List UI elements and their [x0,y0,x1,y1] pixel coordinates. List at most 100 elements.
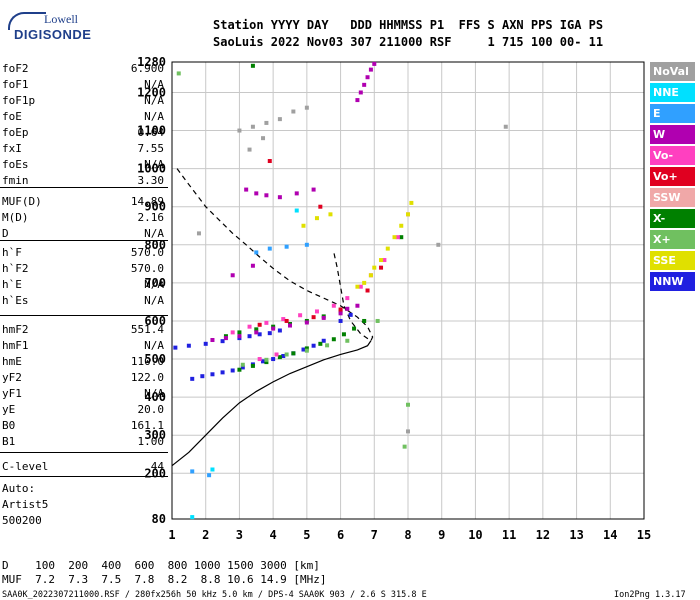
echo-point [325,343,330,348]
param-row: hmF2 551.4 [0,323,166,339]
echo-point [240,365,245,370]
echo-point [250,263,255,268]
echo-point [254,327,259,332]
param-name: h`E [2,278,22,291]
x-tick-label: 1 [168,528,175,542]
echo-point [314,216,319,221]
param-name: foEs [2,158,29,171]
legend-item: NNE [650,83,695,102]
echo-point [304,320,309,325]
auto-artist: Artist5 [2,498,49,511]
echo-point [362,280,367,285]
echo-point [345,338,350,343]
param-row: foF1 N/A [0,78,166,94]
echo-point [237,334,242,339]
param-name: D [2,227,9,240]
echo-point [372,61,377,66]
param-row: yF1 N/A [0,387,166,403]
param-name: C-level [2,460,49,473]
param-value: 6.900 [130,62,164,75]
param-row: fmin 3.30 [0,174,166,190]
echo-point [257,332,262,337]
echo-point [271,357,276,362]
echo-point [230,368,235,373]
echo-point [355,303,360,308]
echo-point [250,363,255,368]
param-name: yF1 [2,387,22,400]
echo-point [257,357,262,362]
echo-point [223,336,228,341]
echo-point [301,347,306,352]
param-row: hmF1 N/A [0,339,166,355]
echo-point [328,212,333,217]
echo-point [230,330,235,335]
param-value: N/A [144,294,164,307]
y-tick-label: 80 [152,512,166,526]
echo-point [277,117,282,122]
param-row: MUF(D) 14.89 [0,195,166,211]
echo-point [503,124,508,129]
legend-item: Vo- [650,146,695,165]
param-value: 570.0 [130,262,164,275]
param-name: foE [2,110,22,123]
header-line2: SaoLuis 2022 Nov03 307 211000 RSF 1 715 … [213,35,604,49]
echo-point [385,246,390,251]
param-row: yF2 122.0 [0,371,166,387]
param-name: M(D) [2,211,29,224]
echo-point [399,223,404,228]
echo-point [321,338,326,343]
echo-point [264,320,269,325]
param-row: B0 161.1 [0,419,166,435]
echo-point [301,223,306,228]
y-tick-label: 600 [144,314,166,328]
echo-point [331,337,336,342]
echo-point [237,330,242,335]
param-name: hmE [2,355,22,368]
x-tick-label: 2 [202,528,209,542]
echo-point [240,362,245,367]
auto-label: Auto: [2,482,36,495]
echo-point [254,191,259,196]
param-row: foF2 6.900 [0,62,166,78]
param-value: N/A [144,387,164,400]
echo-point [264,120,269,125]
legend-item: X- [650,209,695,228]
param-row: foEs N/A [0,158,166,174]
echo-point [176,71,181,76]
param-row: h`E N/A [0,278,166,294]
echo-point [271,326,276,331]
echo-point [288,323,292,328]
param-value: 110.0 [130,355,164,368]
echo-point [220,339,225,344]
echo-point [348,312,353,317]
echo-point [261,359,266,364]
echo-point [304,348,309,353]
echo-point [294,208,299,213]
param-value: 3.30 [137,174,165,187]
echo-point [281,354,286,359]
legend-item: SSE [650,251,695,270]
echo-point [284,352,289,357]
echo-point [311,343,316,348]
echo-point [318,341,323,346]
echo-point [196,231,201,236]
param-separator [0,315,168,316]
param-name: B1 [2,435,16,448]
y-tick-label: 300 [144,428,166,442]
param-row: h`F2 570.0 [0,262,166,278]
virtual-height-curve [176,168,374,342]
auto-code: 500200 [2,514,42,527]
echo-point [402,444,407,449]
param-name: MUF(D) [2,195,42,208]
param-value: 14.89 [130,195,164,208]
param-value: N/A [144,94,164,107]
header-line1: Station YYYY DAY DDD HHMMSS P1 FFS S AXN… [213,18,604,32]
x-tick-label: 6 [337,528,344,542]
echo-point [365,75,370,80]
echo-point [399,235,404,240]
echo-point [311,315,316,320]
param-name: yF2 [2,371,22,384]
echo-point [355,284,360,289]
echo-point [392,235,397,240]
